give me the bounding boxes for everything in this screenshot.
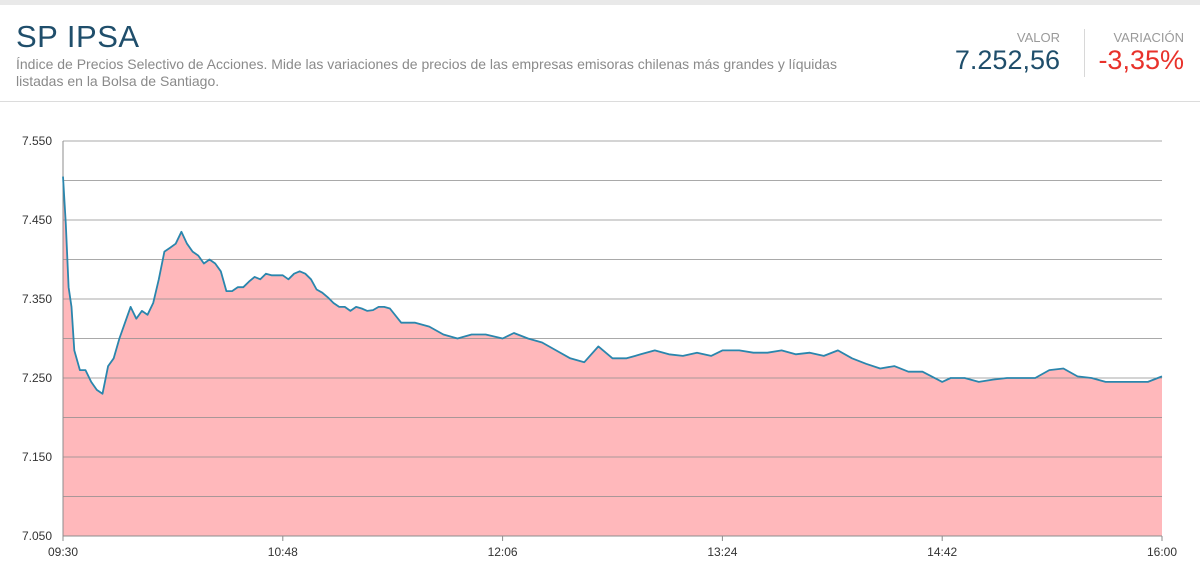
y-tick-label: 7.550	[22, 134, 52, 148]
variacion-value: -3,35%	[1098, 45, 1184, 75]
index-title: SP IPSA	[16, 19, 140, 54]
ipsa-area-chart: 7.550 7.450 7.350 7.250 7.150 7.050 09:30 10:48…	[22, 134, 1177, 559]
series-line	[62, 176, 1163, 395]
y-tick-label: 7.350	[22, 292, 52, 306]
y-tick-label: 7.050	[22, 529, 52, 543]
x-tick-label: 09:30	[48, 545, 78, 559]
valor-value: 7.252,56	[954, 45, 1060, 75]
y-tick-label: 7.250	[22, 371, 52, 385]
y-tick-label: 7.150	[22, 450, 52, 464]
x-tick-label: 13:24	[707, 545, 737, 559]
x-tick-label: 10:48	[268, 545, 298, 559]
valor-label: VALOR	[1016, 30, 1060, 45]
index-card: SP IPSA Índice de Precios Selectivo de A…	[0, 5, 1200, 577]
stat-divider	[1084, 29, 1085, 77]
area-fill	[63, 176, 1162, 536]
variacion-label: VARIACIÓN	[1113, 30, 1184, 45]
x-tick-label: 14:42	[927, 545, 957, 559]
index-header: SP IPSA Índice de Precios Selectivo de A…	[0, 5, 1200, 102]
x-tick-label: 16:00	[1147, 545, 1177, 559]
x-tick-label: 12:06	[488, 545, 518, 559]
y-tick-label: 7.450	[22, 213, 52, 227]
index-description: Índice de Precios Selectivo de Acciones.…	[16, 56, 837, 89]
